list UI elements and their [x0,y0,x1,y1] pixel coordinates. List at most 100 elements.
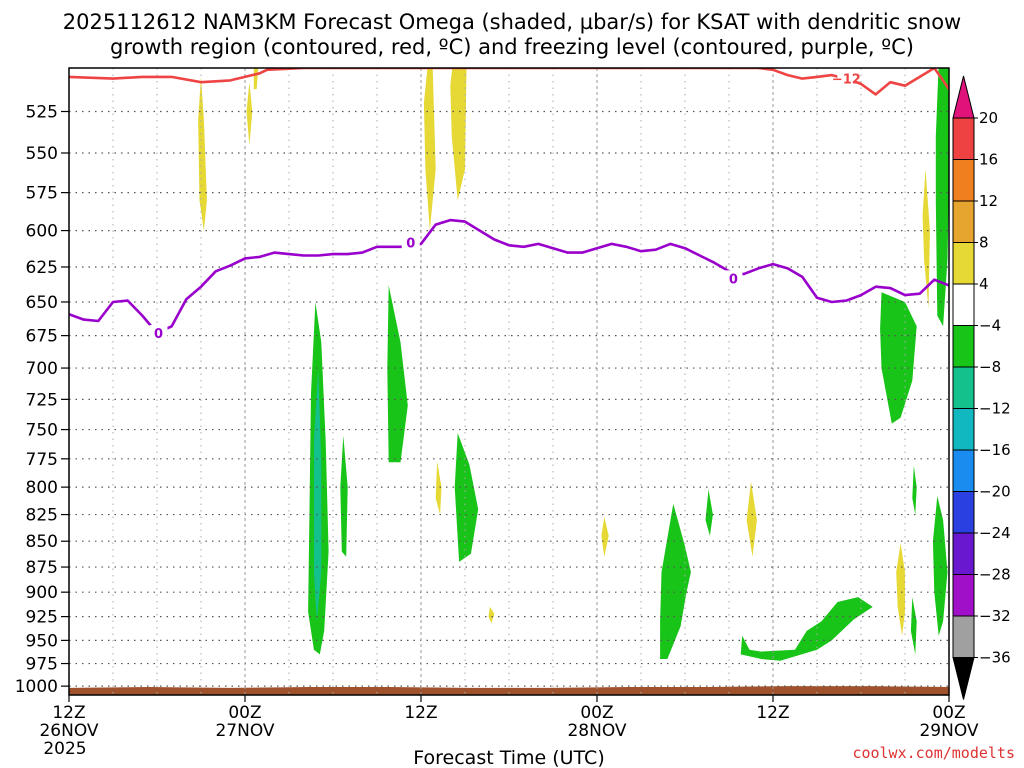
chart-title: 2025112612 NAM3KM Forecast Omega (shaded… [63,10,961,59]
freezing-level-label-bg-1 [401,234,420,250]
colorbar-bin-6 [952,325,975,368]
y-axis: 525 550 575 600 625 650 675 700 725 750 775 800 825 8… [15,103,69,697]
y-tick-label-700: 700 [26,359,58,379]
omega-region-13 [198,76,207,231]
y-tick-label-925: 925 [26,608,58,628]
x-tick-label-36-1: 00Z [580,703,613,723]
terrain-layer [69,686,949,695]
colorbar-label-4: 4 [979,275,989,293]
omega-shading [198,68,949,661]
y-tick-label-525: 525 [26,103,58,123]
y-tick-label-975: 975 [26,655,58,675]
omega-region-12 [932,496,948,636]
y-tick-label-1000: 1000 [15,677,58,697]
x-tick-label-12-1: 00Z [228,703,261,723]
x-axis-title: Forecast Time (UTC) [413,747,604,768]
omega-region-21 [746,481,757,557]
terrain-fill [69,686,949,695]
freezing-level-label-bg-0 [149,324,168,340]
colorbar-arrow-top [952,75,975,119]
x-tick-label-36-2: 28NOV [567,721,626,741]
omega-region-5 [660,503,691,659]
freezing-level-label-0: 0 [154,327,163,342]
y-tick-label-775: 775 [26,450,58,470]
dgz-contour: −12 [69,68,949,96]
y-tick-label-625: 625 [26,258,58,278]
plot-area: −12 0 0 0 [69,68,949,695]
colorbar-bin-2 [952,159,975,202]
colorbar-bin-8 [952,408,975,451]
y-tick-label-900: 900 [26,583,58,603]
omega-region-17 [450,68,467,201]
title-line-1: 2025112612 NAM3KM Forecast Omega (shaded… [63,10,961,34]
colorbar-label-12: −32 [979,607,1011,625]
colorbar-label-3: 8 [979,234,989,252]
y-tick-label-825: 825 [26,506,58,526]
colorbar: 20 16 12 8 4 −4 −8 −12 −16 −20 −24 −28 −32 −36 [952,75,1011,700]
omega-region-2 [340,435,348,557]
colorbar-bin-3 [952,200,975,243]
y-tick-label-575: 575 [26,184,58,204]
omega-region-9 [912,465,917,515]
grid-layer [69,68,949,695]
colorbar-bin-9 [952,449,975,492]
x-tick-label-0-2: 26NOV [39,721,98,741]
omega-region-19 [488,606,495,624]
colorbar-label-0: 20 [979,109,998,127]
colorbar-bin-4 [952,242,975,285]
colorbar-label-10: −24 [979,524,1011,542]
freezing-level-label-1: 0 [406,236,415,251]
plot-frame [68,67,950,696]
colorbar-bin-10 [952,491,975,534]
y-tick-label-725: 725 [26,390,58,410]
omega-region-8 [880,292,917,424]
x-tick-label-24-1: 12Z [404,703,437,723]
colorbar-bin-7 [952,366,975,409]
dgz-contour-label-bg-0 [837,70,856,86]
freezing-level-label-2: 0 [729,272,738,287]
colorbar-label-11: −28 [979,566,1011,584]
omega-region-15 [253,68,259,90]
title-line-2: growth region (contoured, red, ºC) and f… [110,35,914,59]
colorbar-arrow-bottom [952,657,975,700]
colorbar-label-5: −4 [979,317,1001,335]
colorbar-label-1: 16 [979,151,998,169]
omega-region-7 [740,597,873,661]
freezing-level-label-bg-2 [724,270,743,286]
omega-region-20 [601,516,609,557]
omega-region-3 [387,285,408,463]
y-tick-label-950: 950 [26,631,58,651]
x-tick-label-60-1: 00Z [932,703,965,723]
y-tick-label-875: 875 [26,558,58,578]
colorbar-label-13: −36 [979,649,1011,667]
y-tick-label-850: 850 [26,532,58,552]
omega-region-11 [935,68,949,327]
colorbar-label-2: 12 [979,192,998,210]
y-tick-label-650: 650 [26,293,58,313]
y-tick-label-550: 550 [26,144,58,164]
colorbar-label-9: −20 [979,483,1011,501]
omega-region-4 [454,433,479,562]
colorbar-label-7: −12 [979,400,1011,418]
x-tick-label-0-3: 2025 [43,739,86,759]
y-tick-label-800: 800 [26,478,58,498]
colorbar-bin-13 [952,615,975,658]
omega-region-23 [896,543,905,636]
omega-region-16 [423,68,436,231]
x-tick-label-0-1: 12Z [52,703,85,723]
y-tick-label-600: 600 [26,222,58,242]
omega-region-1 [313,368,322,622]
dgz-contour-label-0: −12 [832,73,861,88]
y-tick-label-750: 750 [26,421,58,441]
x-tick-label-48-1: 12Z [756,703,789,723]
colorbar-bin-5 [952,283,975,326]
y-tick-label-675: 675 [26,327,58,347]
colorbar-bin-11 [952,532,975,575]
omega-region-6 [705,489,713,536]
omega-region-10 [910,597,917,655]
freezing-level-contour: 0 0 0 [69,218,949,342]
x-tick-label-60-2: 29NOV [919,721,978,741]
x-tick-label-12-2: 27NOV [215,721,274,741]
omega-region-14 [246,82,253,145]
